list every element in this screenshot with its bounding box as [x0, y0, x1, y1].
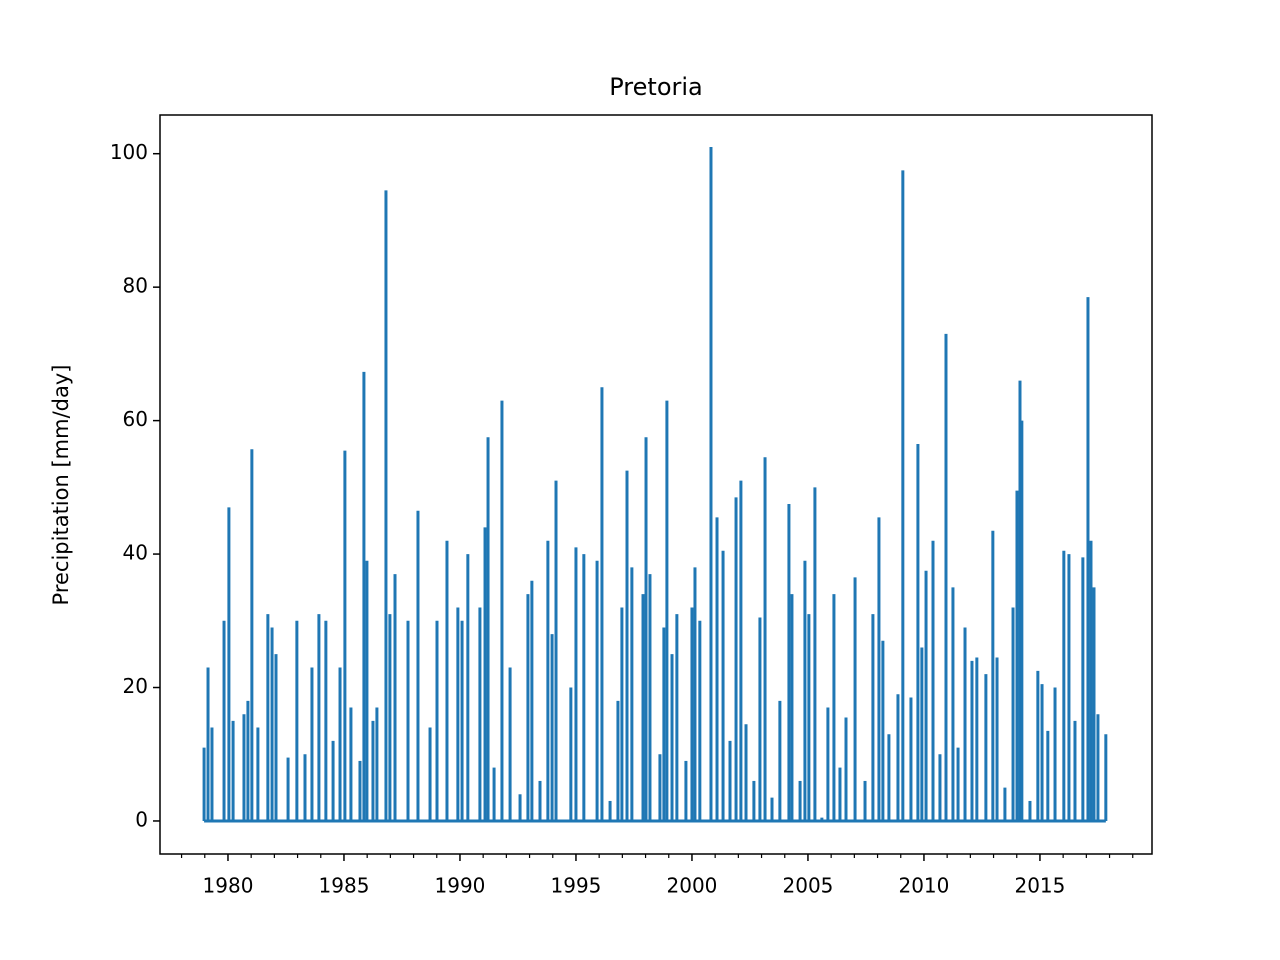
y-tick-label: 40	[123, 541, 148, 565]
plot-area	[202, 147, 1108, 823]
chart-title: Pretoria	[609, 73, 703, 101]
x-tick-label: 1995	[551, 874, 602, 898]
y-tick-label: 80	[123, 274, 148, 298]
x-tick-label: 1990	[435, 874, 486, 898]
y-axis-label: Precipitation [mm/day]	[49, 365, 73, 606]
y-tick-label: 20	[123, 674, 148, 698]
x-tick-label: 2000	[667, 874, 718, 898]
x-tick-label: 2015	[1014, 874, 1065, 898]
x-tick-label: 2005	[783, 874, 834, 898]
axes-frame	[159, 114, 1153, 855]
x-tick-label: 1985	[319, 874, 370, 898]
y-tick-label: 100	[110, 140, 148, 164]
x-tick-label: 2010	[898, 874, 949, 898]
y-tick-label: 0	[135, 807, 148, 831]
y-tick-label: 60	[123, 407, 148, 431]
x-tick-label: 1980	[203, 874, 254, 898]
